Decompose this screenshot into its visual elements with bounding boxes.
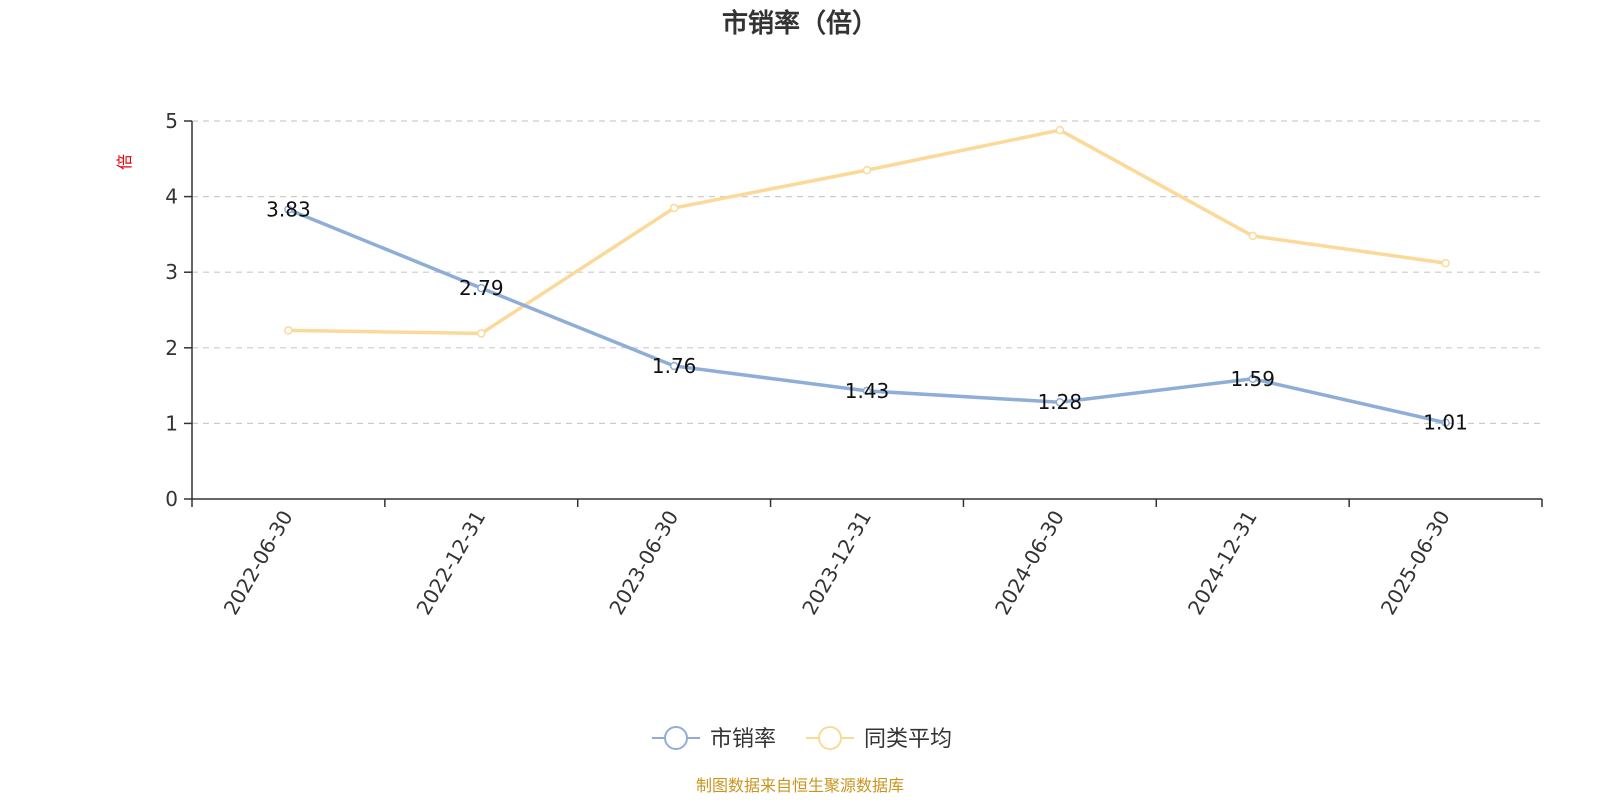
data-point-1[interactable] (477, 329, 486, 338)
data-point-0[interactable] (1441, 418, 1450, 427)
data-point-1[interactable] (284, 326, 293, 335)
data-point-1[interactable] (1248, 231, 1257, 241)
data-point-1[interactable] (1441, 258, 1450, 268)
x-axis: 2022-06-30 2022-12-31 2023-06-30 2023-12-31… (191, 498, 1543, 619)
data-point-0[interactable] (862, 386, 872, 396)
data-label: 1.76 (652, 354, 697, 378)
data-label: 1.28 (1038, 390, 1083, 414)
series-points (284, 125, 1450, 427)
data-point-0[interactable] (669, 361, 679, 371)
data-label: 1.43 (845, 379, 890, 403)
data-point-1[interactable] (862, 165, 872, 175)
legend-circle-icon (664, 726, 688, 750)
x-tick-label: 2022-12-31 (411, 506, 490, 619)
y-tick-label: 5 (165, 109, 178, 133)
legend[interactable]: 市销率 同类平均 (652, 726, 952, 752)
y-tick-label: 1 (165, 411, 178, 435)
y-tick-label: 0 (165, 487, 178, 511)
legend-label: 同类平均 (864, 727, 952, 752)
data-point-0[interactable] (477, 283, 486, 293)
y-axis-label: 倍 (115, 154, 134, 170)
grid-lines (192, 120, 1542, 424)
x-tick-label: 2023-06-30 (604, 506, 683, 619)
legend-circle-icon (818, 726, 842, 750)
y-tick-label: 2 (165, 336, 178, 360)
data-point-1[interactable] (669, 203, 679, 213)
source-note: 制图数据来自恒生聚源数据库 (696, 776, 904, 795)
y-tick-label: 4 (165, 185, 178, 209)
legend-label: 市销率 (710, 727, 776, 752)
chart-title: 市销率（倍） (722, 8, 878, 39)
data-point-0[interactable] (1055, 397, 1065, 407)
data-label: 1.59 (1230, 367, 1275, 391)
series-line-1 (288, 128, 1446, 336)
x-tick-label: 2024-06-30 (990, 506, 1069, 619)
x-tick-label: 2023-12-31 (797, 506, 876, 619)
x-tick-label: 2022-06-30 (219, 506, 298, 619)
legend-item-1[interactable]: 同类平均 (806, 726, 952, 752)
y-tick-label: 3 (165, 260, 178, 284)
data-label: 3.83 (266, 197, 311, 221)
data-point-1[interactable] (1055, 125, 1065, 135)
data-label: 1.01 (1423, 411, 1468, 435)
x-tick-label: 2025-06-30 (1376, 506, 1455, 619)
y-axis: 0 1 2 3 4 5 (165, 109, 193, 511)
data-labels: 3.83 2.79 1.76 1.43 1.28 1.59 1.01 (266, 197, 1468, 434)
x-tick-label: 2024-12-31 (1183, 506, 1262, 619)
legend-item-0[interactable]: 市销率 (652, 726, 776, 752)
data-point-0[interactable] (284, 205, 293, 214)
data-label: 2.79 (459, 276, 504, 300)
data-point-0[interactable] (1248, 374, 1257, 384)
